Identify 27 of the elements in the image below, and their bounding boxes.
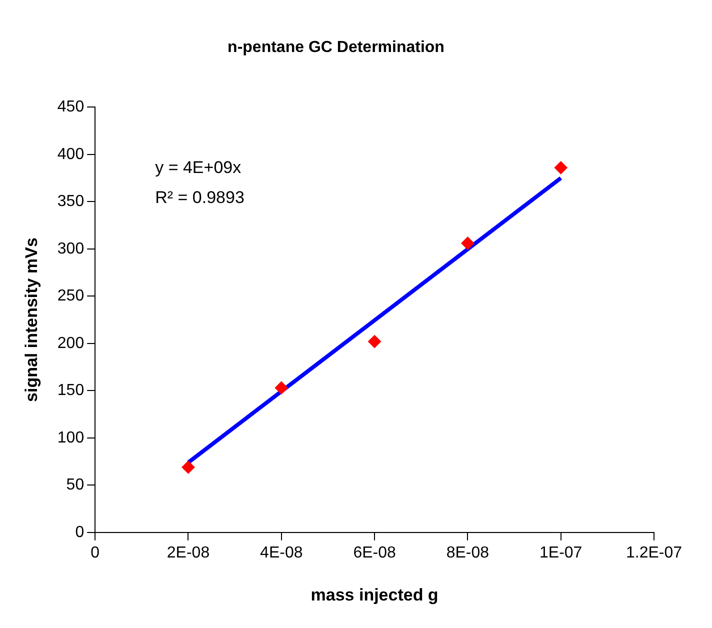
x-tick-label: 2E-08 bbox=[166, 544, 210, 562]
point bbox=[368, 335, 382, 348]
x-tick-label: 1.2E-07 bbox=[626, 544, 682, 562]
annotation: y = 4E+09x bbox=[155, 158, 242, 178]
y-tick-label: 350 bbox=[57, 193, 84, 210]
chart-title: n-pentane GC Determination bbox=[228, 39, 444, 56]
point bbox=[461, 236, 474, 250]
y-tick-label: 0 bbox=[75, 524, 84, 541]
x-tick-label: 8E-08 bbox=[446, 544, 490, 562]
y-tick-label: 200 bbox=[57, 334, 84, 352]
annotation: R² = 0.9893 bbox=[155, 188, 244, 208]
y-tick-label: 150 bbox=[57, 382, 84, 400]
x-tick-label: 4E-08 bbox=[260, 544, 303, 562]
y-tick-label: 300 bbox=[57, 240, 84, 258]
point bbox=[182, 460, 195, 474]
y-tick-label: 450 bbox=[57, 98, 84, 116]
y-tick-label: 250 bbox=[57, 288, 84, 305]
x-tick-label: 6E-08 bbox=[353, 544, 396, 562]
y-tick-label: 100 bbox=[57, 429, 84, 446]
point bbox=[274, 381, 288, 394]
point bbox=[554, 161, 568, 174]
y-axis-title: signal intensity mVs bbox=[22, 238, 41, 402]
x-tick-label: 1E-07 bbox=[540, 544, 582, 562]
x-tick-label: 0 bbox=[90, 544, 100, 562]
y-tick-label: 50 bbox=[66, 476, 84, 494]
x-axis-title: mass injected g bbox=[310, 585, 438, 604]
y-tick-label: 400 bbox=[57, 146, 84, 163]
